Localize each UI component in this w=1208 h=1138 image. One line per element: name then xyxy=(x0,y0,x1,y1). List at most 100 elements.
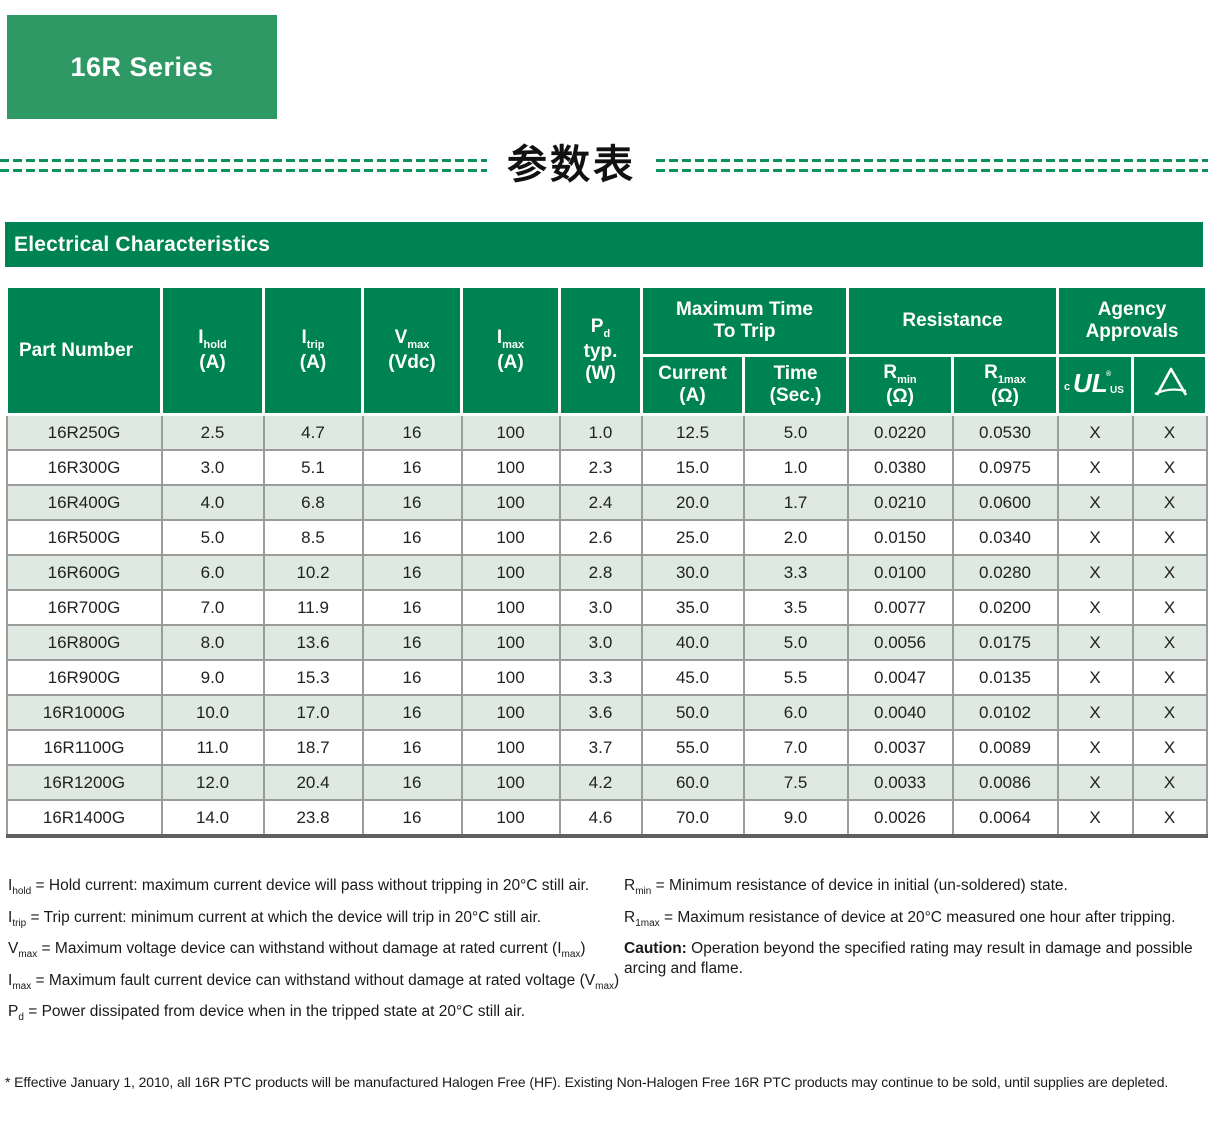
value-cell: 100 xyxy=(460,624,561,661)
table-title: Electrical Characteristics xyxy=(14,232,271,256)
col-header-part-number: Part Number xyxy=(5,285,163,416)
footnote: Pd = Power dissipated from device when i… xyxy=(8,1003,526,1024)
value-cell: 16 xyxy=(361,624,463,661)
footnote: Rmin = Minimum resistance of device in i… xyxy=(624,877,1068,898)
approval-cell: X xyxy=(1056,413,1134,451)
value-cell: 100 xyxy=(460,449,561,486)
col-header-ihold: Ihold (A) xyxy=(160,285,265,416)
part-number-cell: 16R900G xyxy=(5,659,163,696)
value-cell: 100 xyxy=(460,589,561,626)
value-cell: 6.0 xyxy=(160,554,265,591)
value-cell: 6.0 xyxy=(742,694,849,731)
approval-cell: X xyxy=(1056,764,1134,801)
col-header-vmax: Vmax (Vdc) xyxy=(361,285,463,416)
value-cell: 2.6 xyxy=(558,519,643,556)
value-cell: 100 xyxy=(460,554,561,591)
divider-dashes-left xyxy=(0,158,487,172)
triangle-certification-icon xyxy=(1131,354,1208,416)
value-cell: 11.0 xyxy=(160,729,265,766)
approval-cell: X xyxy=(1056,449,1134,486)
value-cell: 5.0 xyxy=(742,413,849,451)
cul-us-icon: c UL ® US xyxy=(1056,354,1135,416)
value-cell: 16 xyxy=(361,729,463,766)
table-row: 16R250G 2.5 4.7 16 100 1.0 12.5 5.0 0.0220 0.0530… xyxy=(5,413,1208,451)
series-banner: 16R Series xyxy=(7,15,277,119)
value-cell: 0.0077 xyxy=(846,589,954,626)
svg-text:c: c xyxy=(1064,381,1070,393)
table-row: 16R1400G 14.0 23.8 16 100 4.6 70.0 9.0 0.0026 0.0… xyxy=(5,799,1208,838)
value-cell: 5.0 xyxy=(742,624,849,661)
col-header-imax: Imax (A) xyxy=(460,285,561,416)
approval-cell: X xyxy=(1131,484,1208,521)
part-number-cell: 16R1200G xyxy=(5,764,163,801)
value-cell: 1.7 xyxy=(742,484,849,521)
value-cell: 16 xyxy=(361,694,463,731)
group-header-max-time-to-trip: Maximum Time To Trip xyxy=(639,285,850,357)
value-cell: 0.0089 xyxy=(951,729,1059,766)
value-cell: 1.0 xyxy=(558,413,643,451)
value-cell: 0.0086 xyxy=(951,764,1059,801)
approval-cell: X xyxy=(1131,449,1208,486)
part-number-cell: 16R1100G xyxy=(5,729,163,766)
value-cell: 3.0 xyxy=(558,624,643,661)
col-header-itrip: Itrip (A) xyxy=(262,285,364,416)
value-cell: 16 xyxy=(361,589,463,626)
footnote: Itrip = Trip current: minimum current at… xyxy=(8,908,542,929)
table-row: 16R300G 3.0 5.1 16 100 2.3 15.0 1.0 0.0380 0.0975… xyxy=(5,449,1208,486)
value-cell: 5.1 xyxy=(262,449,364,486)
approval-cell: X xyxy=(1131,799,1208,838)
value-cell: 0.0033 xyxy=(846,764,954,801)
value-cell: 18.7 xyxy=(262,729,364,766)
value-cell: 12.5 xyxy=(640,413,745,451)
value-cell: 100 xyxy=(460,484,561,521)
part-number-cell: 16R500G xyxy=(5,519,163,556)
approval-cell: X xyxy=(1131,413,1208,451)
value-cell: 7.5 xyxy=(742,764,849,801)
footnotes-right-column: Rmin = Minimum resistance of device in i… xyxy=(622,876,1200,1034)
value-cell: 2.4 xyxy=(558,484,643,521)
value-cell: 9.0 xyxy=(160,659,265,696)
value-cell: 0.0200 xyxy=(951,589,1059,626)
chinese-section-title: 参数表 xyxy=(507,141,636,188)
value-cell: 10.2 xyxy=(262,554,364,591)
value-cell: 0.0056 xyxy=(846,624,954,661)
value-cell: 3.7 xyxy=(558,729,643,766)
approval-cell: X xyxy=(1131,519,1208,556)
subcol-header-r1max: R1max (Ω) xyxy=(951,354,1060,416)
table-row: 16R900G 9.0 15.3 16 100 3.3 45.0 5.5 0.0047 0.013… xyxy=(5,659,1208,696)
halogen-free-note: * Effective January 1, 2010, all 16R PTC… xyxy=(5,1074,1169,1090)
group-header-agency-approvals: Agency Approvals xyxy=(1056,285,1208,357)
value-cell: 50.0 xyxy=(640,694,745,731)
value-cell: 23.8 xyxy=(262,799,364,838)
value-cell: 15.3 xyxy=(262,659,364,696)
value-cell: 2.5 xyxy=(160,413,265,451)
value-cell: 9.0 xyxy=(742,799,849,838)
value-cell: 1.0 xyxy=(742,449,849,486)
value-cell: 55.0 xyxy=(640,729,745,766)
value-cell: 40.0 xyxy=(640,624,745,661)
value-cell: 3.6 xyxy=(558,694,643,731)
value-cell: 45.0 xyxy=(640,659,745,696)
value-cell: 100 xyxy=(460,764,561,801)
value-cell: 0.0280 xyxy=(951,554,1059,591)
approval-cell: X xyxy=(1056,624,1134,661)
value-cell: 0.0220 xyxy=(846,413,954,451)
footnotes: Ihold = Hold current: maximum current de… xyxy=(8,876,1200,1034)
value-cell: 2.8 xyxy=(558,554,643,591)
footnote: Imax = Maximum fault current device can … xyxy=(8,971,620,992)
value-cell: 30.0 xyxy=(640,554,745,591)
value-cell: 16 xyxy=(361,413,463,451)
value-cell: 3.3 xyxy=(558,659,643,696)
table-row: 16R1100G 11.0 18.7 16 100 3.7 55.0 7.0 0.0037 0.0… xyxy=(5,729,1208,766)
value-cell: 17.0 xyxy=(262,694,364,731)
group-header-resistance: Resistance xyxy=(846,285,1060,357)
approval-cell: X xyxy=(1056,799,1134,838)
value-cell: 0.0135 xyxy=(951,659,1059,696)
value-cell: 16 xyxy=(361,554,463,591)
table-row: 16R700G 7.0 11.9 16 100 3.0 35.0 3.5 0.0077 0.020… xyxy=(5,589,1208,626)
value-cell: 5.5 xyxy=(742,659,849,696)
value-cell: 16 xyxy=(361,519,463,556)
value-cell: 7.0 xyxy=(160,589,265,626)
value-cell: 0.0040 xyxy=(846,694,954,731)
part-number-cell: 16R400G xyxy=(5,484,163,521)
